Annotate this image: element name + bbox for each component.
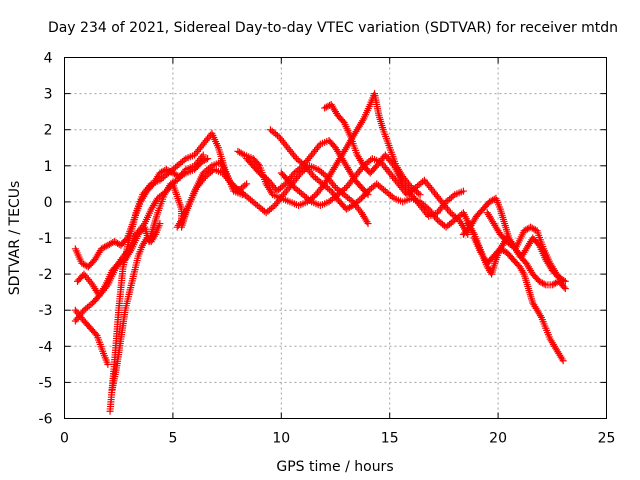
x-tick-label: 5 (168, 431, 177, 447)
data-point (204, 155, 212, 163)
x-tick-label: 25 (598, 431, 616, 447)
y-tick-label: 0 (44, 195, 53, 211)
series-trace-p (483, 209, 567, 285)
data-point (243, 180, 251, 188)
y-tick-label: -6 (39, 412, 53, 428)
y-tick-label: -5 (39, 375, 53, 391)
x-tick-labels: 0 5 10 15 20 25 (60, 431, 615, 447)
data-point (92, 330, 100, 338)
data-point (559, 277, 567, 285)
series-trace-d (71, 158, 251, 325)
y-tick-label: 1 (44, 159, 53, 175)
data-point (530, 225, 538, 233)
y-axis-label: SDTVAR / TECUs (7, 181, 23, 296)
data-point (202, 155, 210, 163)
y-tick-labels: -6 -5 -4 -3 -2 -1 0 1 2 3 4 (39, 51, 53, 428)
data-point (539, 279, 547, 287)
y-tick-label: 2 (44, 123, 53, 139)
chart-title: Day 234 of 2021, Sidereal Day-to-day VTE… (48, 20, 618, 36)
data-point (199, 151, 207, 159)
data-point (559, 357, 567, 365)
y-tick-label: -2 (39, 267, 53, 283)
series-trace-c (71, 155, 212, 271)
series-trace-o (470, 234, 567, 365)
data-point (459, 187, 467, 195)
series-trace-f (108, 220, 164, 394)
data-point (254, 160, 262, 168)
series-trace-k (173, 162, 372, 231)
data-point (561, 285, 569, 293)
data-point (104, 360, 112, 368)
series-trace-e (74, 151, 207, 300)
y-tick-label: -1 (39, 231, 53, 247)
plot-frame (64, 57, 607, 419)
data-point (346, 203, 354, 211)
y-tick-label: 4 (44, 51, 53, 67)
x-tick-label: 10 (272, 431, 290, 447)
data-points (71, 90, 569, 415)
x-tick-label: 15 (381, 431, 399, 447)
x-tick-label: 0 (60, 431, 69, 447)
data-point (156, 220, 164, 228)
data-point (540, 280, 548, 288)
data-point (560, 283, 568, 291)
data-point (122, 235, 130, 243)
series-trace-l (277, 155, 472, 238)
series-trace-a (71, 306, 112, 368)
y-tick-label: -4 (39, 339, 53, 355)
x-axis-label: GPS time / hours (276, 459, 393, 475)
data-point (416, 191, 424, 199)
data-point (364, 220, 372, 228)
grid (64, 57, 607, 419)
y-tick-label: 3 (44, 87, 53, 103)
y-tick-label: -3 (39, 303, 53, 319)
x-tick-label: 20 (489, 431, 507, 447)
data-point (239, 150, 247, 158)
data-point (558, 276, 566, 284)
data-point (339, 117, 347, 125)
data-point (523, 225, 531, 233)
